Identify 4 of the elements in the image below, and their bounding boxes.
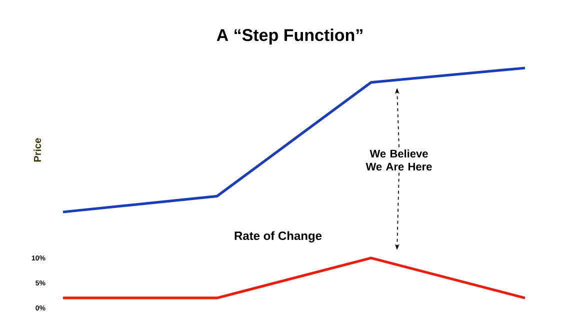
annotation: We Believe We Are Here bbox=[366, 149, 432, 171]
chart-title: Rate of Change bbox=[234, 231, 322, 242]
chart-title: A “Step Function” bbox=[216, 28, 362, 44]
y-axis-title: Price bbox=[34, 138, 41, 162]
